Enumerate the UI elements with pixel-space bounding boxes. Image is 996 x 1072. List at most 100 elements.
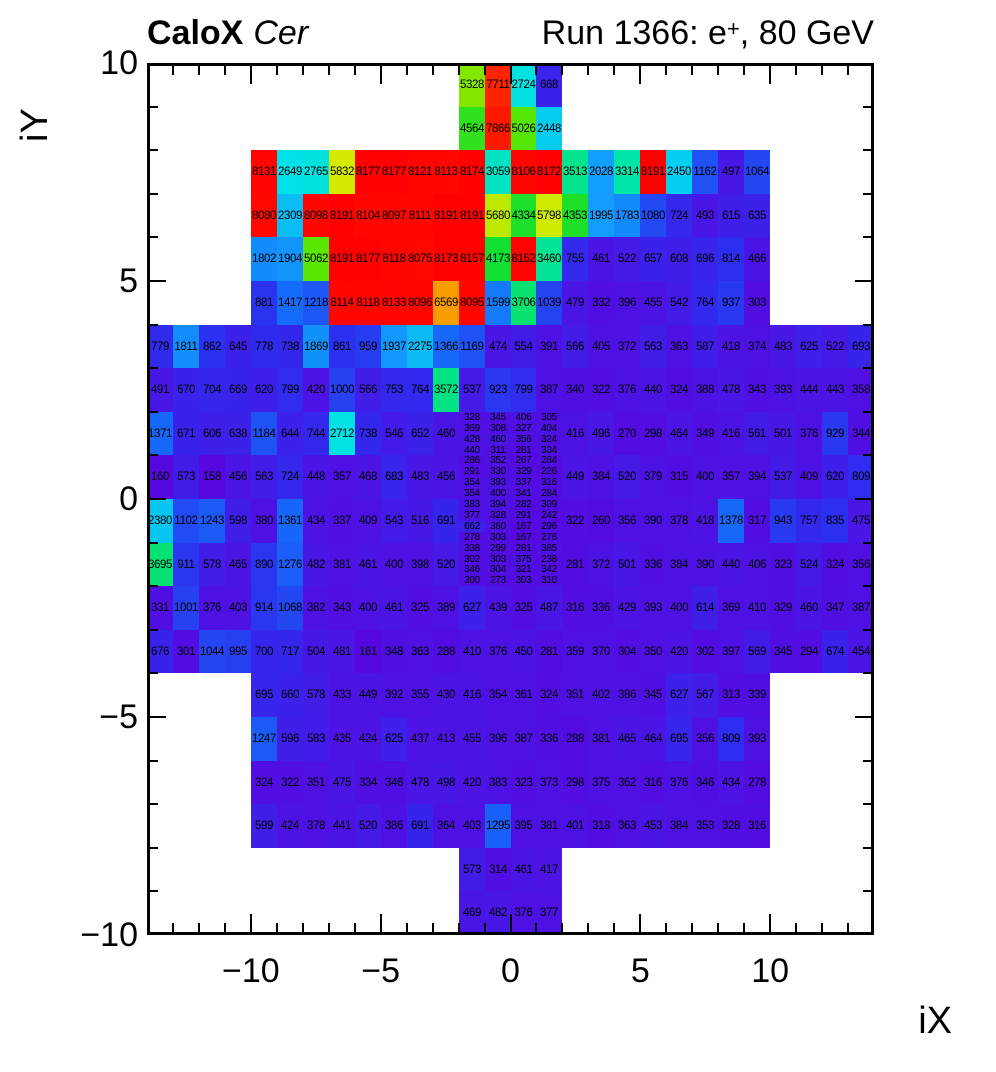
heatmap-cell: 606 (199, 412, 225, 455)
heatmap-cell: 383 (485, 761, 511, 804)
heatmap-fine-cell: 303 (485, 554, 511, 565)
heatmap-cell: 440 (640, 368, 666, 412)
heatmap-cell: 704 (199, 368, 225, 412)
heatmap-cell: 403 (225, 586, 251, 630)
heatmap-cell: 724 (666, 194, 692, 237)
heatmap-fine-cell: 329 (511, 466, 536, 477)
heatmap-cell: 409 (355, 499, 381, 543)
heatmap-fine-cell: 321 (511, 564, 536, 575)
heatmap-fine-cell: 311 (485, 445, 511, 456)
heatmap-cell: 303 (744, 281, 770, 325)
heatmap-cell: 695 (251, 673, 277, 717)
heatmap-cell: 410 (744, 586, 770, 630)
heatmap-fine-cell: 338 (459, 543, 485, 554)
heatmap-cell: 362 (614, 761, 640, 804)
heatmap-cell: 441 (329, 804, 355, 848)
heatmap-cell: 670 (173, 368, 199, 412)
heatmap-cell: 5798 (536, 194, 562, 237)
heatmap-cell: 1243 (199, 499, 225, 543)
heatmap-cell: 406 (744, 543, 770, 586)
heatmap-cell: 799 (277, 368, 303, 412)
heatmap-cell: 482 (303, 543, 329, 586)
heatmap-cell: 744 (303, 412, 329, 455)
heatmap-cell: 1802 (251, 237, 277, 281)
heatmap-cell: 8177 (381, 150, 407, 194)
heatmap-cell: 5328 (459, 63, 485, 107)
heatmap-cell: 322 (562, 499, 588, 543)
heatmap-cell: 809 (718, 717, 744, 761)
heatmap-cell: 377 (536, 891, 562, 935)
heatmap-fine-cell: 354 (459, 488, 485, 499)
heatmap-cell: 1276 (277, 543, 303, 586)
heatmap-cell: 625 (381, 717, 407, 761)
heatmap-cell: 434 (718, 761, 744, 804)
heatmap-cell: 345 (640, 673, 666, 717)
heatmap-cell: 8172 (536, 150, 562, 194)
heatmap-cell: 461 (355, 543, 381, 586)
heatmap-cell: 561 (744, 412, 770, 455)
axis-tick (458, 66, 460, 75)
heatmap-cell: 8133 (381, 281, 407, 325)
heatmap-cell: 317 (744, 499, 770, 543)
heatmap-cell: 358 (848, 368, 874, 412)
axis-tick (150, 498, 166, 500)
heatmap-cell: 1247 (251, 717, 277, 761)
heatmap-fine-cell: 345 (485, 412, 511, 423)
axis-tick (406, 923, 408, 932)
axis-tick (863, 367, 871, 369)
heatmap-cell: 323 (770, 543, 796, 586)
axis-tick (150, 847, 158, 849)
heatmap-cell: 381 (588, 717, 614, 761)
heatmap-cell: 8174 (459, 150, 485, 194)
heatmap-cell: 8191 (640, 150, 666, 194)
heatmap-cell: 8177 (355, 237, 381, 281)
heatmap-cell: 569 (744, 630, 770, 673)
heatmap-cell: 691 (407, 804, 433, 848)
axis-tick (863, 672, 871, 674)
heatmap-cell: 4334 (511, 194, 536, 237)
heatmap-cell: 387 (511, 717, 536, 761)
heatmap-cell: 356 (848, 543, 874, 586)
axis-tick (198, 66, 200, 75)
axis-tick (250, 914, 252, 932)
heatmap-cell: 328 (718, 804, 744, 848)
heatmap-cell: 5062 (303, 237, 329, 281)
heatmap-cell: 563 (640, 325, 666, 368)
heatmap-cell: 522 (614, 237, 640, 281)
heatmap-cell: 324 (666, 368, 692, 412)
heatmap-cell: 468 (355, 455, 381, 499)
y-tick-label: 10 (100, 44, 138, 82)
axis-tick (795, 66, 797, 75)
heatmap-cell: 444 (796, 368, 822, 412)
heatmap-cell: 8152 (511, 237, 536, 281)
heatmap-cell: 929 (822, 412, 848, 455)
heatmap-cell: 355 (407, 673, 433, 717)
heatmap-cell: 1995 (588, 194, 614, 237)
heatmap-fine-cell: 341 (511, 488, 536, 499)
heatmap-cell: 410 (459, 630, 485, 673)
heatmap-cell: 402 (588, 673, 614, 717)
heatmap-cell: 959 (355, 325, 381, 368)
heatmap-cell: 369 (718, 586, 744, 630)
heatmap-cell: 2450 (666, 150, 692, 194)
heatmap-cell: 413 (433, 717, 459, 761)
heatmap-cell: 394 (744, 455, 770, 499)
heatmap-cell: 8118 (355, 281, 381, 325)
heatmap-cell: 520 (355, 804, 381, 848)
heatmap-cell: 481 (329, 630, 355, 673)
heatmap-cell: 440 (718, 543, 744, 586)
heatmap-cell: 384 (666, 543, 692, 586)
heatmap-cell: 345 (770, 630, 796, 673)
axis-tick (150, 760, 158, 762)
heatmap-cell: 401 (562, 804, 588, 848)
heatmap-cell: 376 (199, 586, 225, 630)
heatmap-cell: 1039 (536, 281, 562, 325)
y-tick-label: 0 (119, 480, 138, 518)
heatmap-cell: 542 (666, 281, 692, 325)
heatmap-cell: 738 (277, 325, 303, 368)
axis-tick (561, 923, 563, 932)
axis-tick (432, 923, 434, 932)
heatmap-cell: 456 (433, 455, 459, 499)
heatmap-cell: 573 (173, 455, 199, 499)
heatmap-cell: 522 (822, 325, 848, 368)
